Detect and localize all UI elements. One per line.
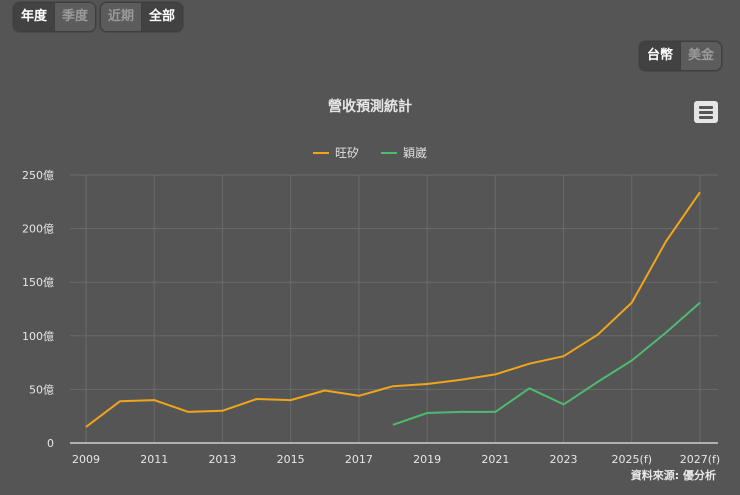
currency-twd[interactable]: 台幣 <box>640 42 681 70</box>
hamburger-menu-icon[interactable] <box>694 101 718 123</box>
x-tick-label: 2013 <box>208 453 236 466</box>
legend-item-series-1[interactable]: 旺矽 <box>312 144 359 161</box>
data-source-label: 資料來源: 優分析 <box>630 469 716 482</box>
x-tick-label: 2025(f) <box>612 453 652 466</box>
legend-swatch-series-1 <box>312 151 329 154</box>
tab-all[interactable]: 全部 <box>141 3 183 31</box>
x-tick-label: 2011 <box>140 453 168 466</box>
y-tick-label: 200億 <box>22 223 54 236</box>
legend-item-series-2[interactable]: 穎崴 <box>381 144 427 161</box>
currency-usd[interactable]: 美金 <box>680 42 722 70</box>
x-tick-label: 2017 <box>345 453 373 466</box>
chart-legend: 旺矽 穎崴 <box>0 144 740 161</box>
chart-title: 營收預測統計 <box>328 99 412 115</box>
tab-annual[interactable]: 年度 <box>14 3 55 31</box>
tab-quarterly[interactable]: 季度 <box>54 3 96 31</box>
x-tick-label: 2023 <box>550 453 578 466</box>
series-line-2[interactable] <box>392 301 701 426</box>
legend-swatch-series-2 <box>381 151 397 154</box>
currency-toggle-group: 台幣 美金 <box>639 41 723 71</box>
x-tick-label: 2009 <box>72 453 100 466</box>
x-tick-label: 2019 <box>413 453 441 466</box>
x-tick-label: 2027(f) <box>680 453 720 466</box>
y-tick-label: 150億 <box>22 276 54 289</box>
legend-label-series-2: 穎崴 <box>403 146 428 160</box>
y-tick-label: 50億 <box>29 383 54 396</box>
x-tick-label: 2015 <box>277 453 305 466</box>
y-tick-label: 0 <box>47 437 54 450</box>
legend-label-series-1: 旺矽 <box>334 146 359 160</box>
period-toggle-group-1: 年度 季度 <box>13 2 97 32</box>
x-tick-label: 2021 <box>481 453 509 466</box>
y-tick-label: 100億 <box>22 330 54 343</box>
period-toggle-group-2: 近期 全部 <box>100 2 184 32</box>
series-line-1[interactable] <box>85 191 701 428</box>
tab-recent[interactable]: 近期 <box>101 3 142 31</box>
y-tick-label: 250億 <box>22 169 54 182</box>
